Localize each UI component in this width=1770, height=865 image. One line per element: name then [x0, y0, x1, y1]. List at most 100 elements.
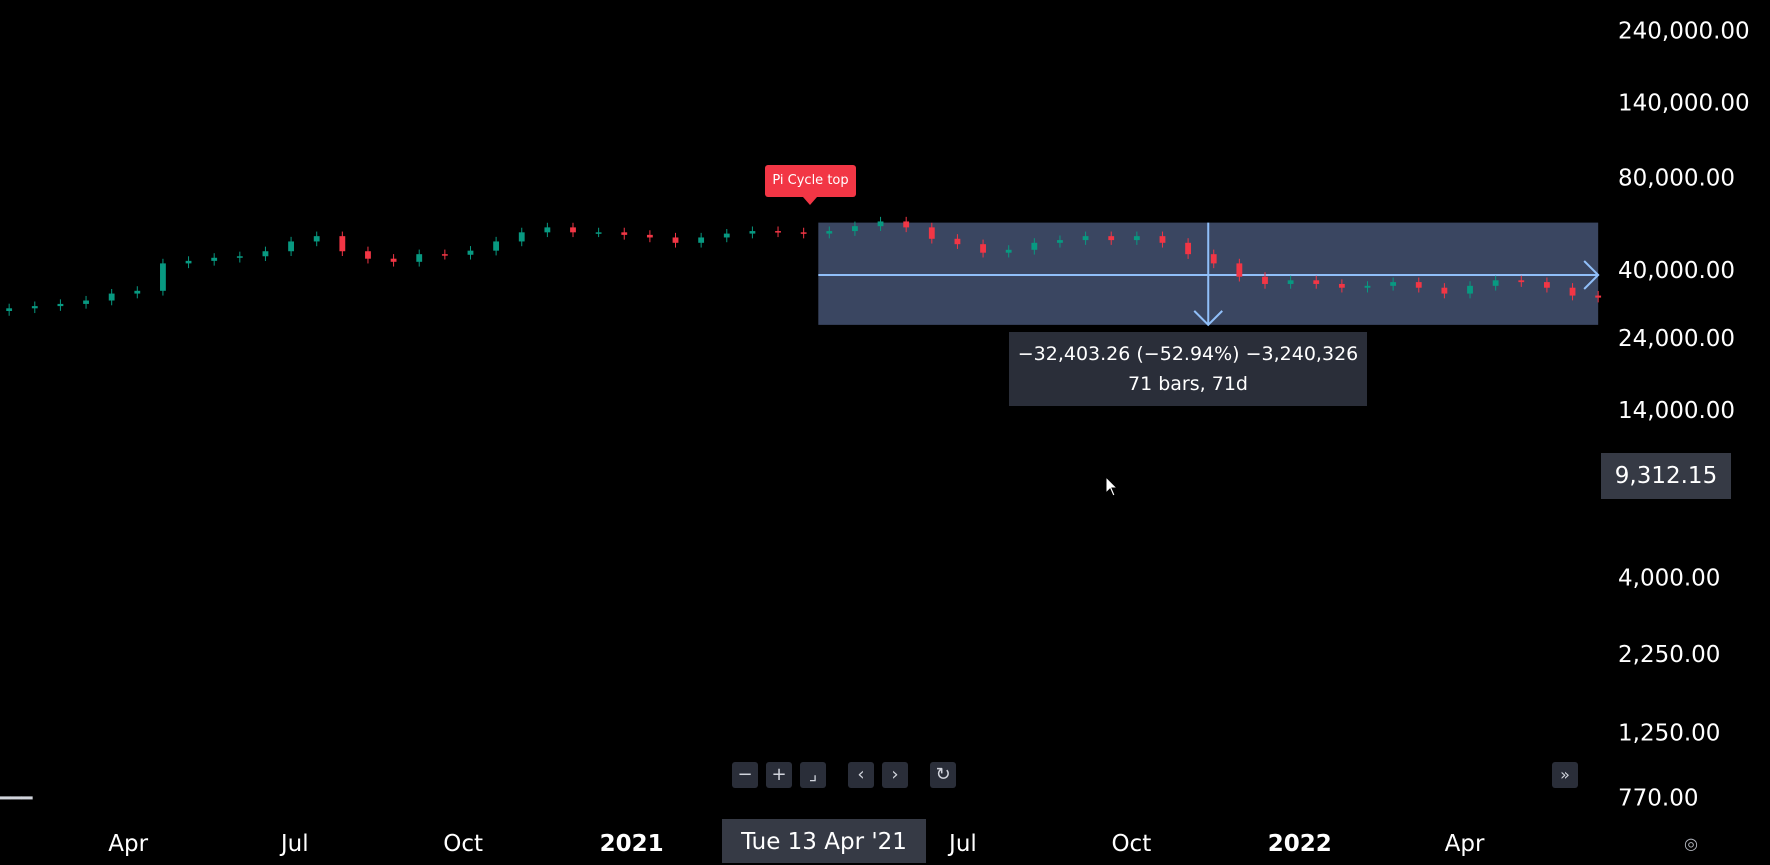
scroll-left-button[interactable]: ‹: [848, 762, 874, 788]
candle-down: [1415, 282, 1422, 288]
toolbar-spacer: [916, 762, 922, 788]
candle-up: [1031, 242, 1038, 250]
candle-down: [1262, 276, 1268, 284]
candle-down: [1313, 280, 1320, 284]
candle-up: [877, 221, 884, 227]
tradingview-logo: ━━━: [0, 788, 33, 809]
candle-down: [570, 227, 576, 233]
candle-up: [467, 250, 474, 255]
price-tick-label: 14,000.00: [1618, 398, 1735, 424]
price-tick-label: 140,000.00: [1618, 91, 1750, 117]
reset-chart-button[interactable]: ↻: [930, 762, 956, 788]
candle-down: [1544, 282, 1550, 288]
candle-down: [980, 244, 986, 253]
price-tick-label: 4,000.00: [1618, 565, 1720, 591]
candle-down: [1108, 236, 1115, 241]
candle-up: [1005, 249, 1012, 253]
measure-tooltip: −32,403.26 (−52.94%) −3,240,326 71 bars,…: [1009, 332, 1367, 406]
candle-down: [339, 236, 346, 252]
time-tick-label: Apr: [108, 831, 148, 857]
chart-navigation-toolbar: − + ⌟ ‹ › ↻: [732, 762, 956, 788]
candle-up: [211, 257, 218, 261]
candle-up: [1467, 285, 1473, 294]
time-tick-label: Oct: [443, 831, 483, 857]
candle-down: [1185, 242, 1192, 255]
candle-down: [646, 234, 653, 238]
pi-cycle-top-annotation[interactable]: Pi Cycle top: [765, 165, 856, 197]
price-tick-label: 2,250.00: [1618, 642, 1720, 668]
candle-down: [365, 251, 371, 259]
candle-down: [954, 238, 961, 245]
time-axis[interactable]: Apr Jul Oct 2021 Jul Oct 2022 Apr: [108, 831, 1485, 857]
pi-cycle-top-arrow: [803, 197, 817, 205]
candle-down: [775, 231, 781, 233]
candle-up: [83, 300, 89, 304]
candle-down: [390, 258, 397, 262]
candle-down: [800, 232, 807, 234]
candle-up: [313, 236, 320, 242]
candle-up: [416, 254, 423, 262]
candle-up: [723, 233, 730, 238]
price-tick-label: 24,000.00: [1618, 326, 1735, 352]
candle-up: [698, 237, 705, 243]
zoom-out-button[interactable]: −: [732, 762, 758, 788]
candle-up: [1133, 236, 1140, 241]
candle-up: [57, 303, 64, 307]
time-tick-label: 2022: [1268, 831, 1332, 857]
time-tick-label: Jul: [947, 831, 977, 857]
candle-down: [1338, 283, 1345, 288]
candle-up: [595, 232, 602, 234]
candle-up: [544, 227, 551, 233]
candle-up: [6, 308, 13, 312]
candle-down: [621, 232, 628, 235]
candle-up: [1364, 285, 1371, 288]
candle-down: [1518, 280, 1525, 283]
candle-up: [108, 293, 115, 301]
candle-down: [1569, 287, 1576, 296]
candle-up: [1390, 282, 1397, 286]
measure-vertical-arrow: [1193, 310, 1223, 327]
candle-up: [160, 263, 166, 291]
candle-down: [1595, 295, 1602, 298]
candle-up: [262, 251, 269, 257]
candle-up: [134, 290, 141, 294]
candle-up: [31, 306, 38, 309]
candle-up: [1082, 236, 1089, 241]
candle-down: [1210, 254, 1217, 264]
zoom-in-button[interactable]: +: [766, 762, 792, 788]
measure-tool[interactable]: [818, 222, 1600, 327]
candle-up: [826, 231, 833, 234]
time-tick-label: 2021: [600, 831, 664, 857]
candle-down: [1236, 263, 1243, 277]
candle-down: [903, 221, 910, 228]
candle-up: [1492, 280, 1499, 286]
price-tick-label: 240,000.00: [1618, 19, 1750, 45]
time-tick-label: Apr: [1445, 831, 1485, 857]
settings-icon[interactable]: ◎: [1684, 834, 1698, 853]
scroll-to-realtime-button[interactable]: »: [1552, 762, 1578, 788]
candle-up: [288, 241, 294, 252]
measure-tooltip-change: −32,403.26 (−52.94%) −3,240,326: [1017, 343, 1359, 365]
candle-up: [1287, 280, 1294, 284]
candle-up: [185, 260, 192, 264]
candle-up: [493, 241, 500, 251]
time-tick-label: Oct: [1111, 831, 1151, 857]
candle-down: [672, 237, 679, 243]
candle-down: [928, 227, 935, 239]
reset-scale-button[interactable]: ⌟: [800, 762, 826, 788]
price-tick-label: 80,000.00: [1618, 165, 1735, 191]
candle-up: [236, 256, 243, 258]
measure-horizontal-arrow: [1583, 260, 1600, 290]
toolbar-spacer: [834, 762, 840, 788]
candle-down: [441, 254, 448, 256]
candle-down: [1441, 287, 1448, 294]
measure-tooltip-bars: 71 bars, 71d: [1128, 373, 1248, 395]
candle-up: [749, 231, 756, 234]
time-tick-label: Jul: [279, 831, 309, 857]
scroll-right-button[interactable]: ›: [882, 762, 908, 788]
candle-up: [852, 226, 858, 232]
price-tick-label: 1,250.00: [1618, 721, 1720, 747]
mouse-cursor-icon: [1105, 476, 1119, 497]
